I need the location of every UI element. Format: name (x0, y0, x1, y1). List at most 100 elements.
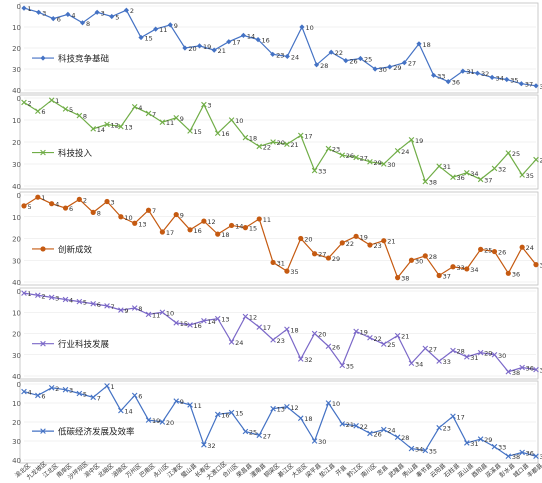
data-point (353, 423, 359, 429)
data-point (408, 360, 415, 367)
data-point (62, 205, 69, 211)
data-point (49, 201, 55, 207)
data-label: 24 (291, 53, 299, 61)
data-label: 37 (443, 272, 451, 280)
data-label: 13 (138, 220, 146, 228)
data-label: 7 (111, 303, 115, 311)
data-label: 32 (540, 262, 542, 270)
data-point (256, 143, 263, 150)
y-tick-label: 40 (12, 279, 21, 287)
data-label: 5 (28, 203, 32, 211)
data-label: 23 (373, 242, 381, 250)
data-point (48, 97, 55, 103)
legend-marker (40, 340, 46, 347)
data-point (214, 130, 221, 136)
data-label: 22 (373, 335, 381, 343)
data-label: 9 (180, 212, 184, 220)
data-point (464, 440, 470, 446)
data-point (298, 235, 304, 242)
data-label: 23 (276, 51, 284, 59)
data-point (145, 417, 152, 423)
data-label: 17 (166, 229, 174, 237)
data-label: 23 (332, 146, 340, 154)
data-label: 31 (470, 354, 478, 362)
data-point (173, 115, 180, 121)
data-point (79, 20, 86, 26)
data-label: 23 (277, 337, 285, 345)
data-point (270, 405, 276, 412)
data-label: 2 (130, 7, 134, 15)
data-point (478, 246, 484, 252)
data-point (422, 345, 429, 352)
y-tick-label: 10 (12, 214, 21, 222)
data-label: 20 (166, 419, 174, 427)
y-tick-label: 30 (12, 438, 21, 446)
data-point (36, 9, 42, 15)
data-label: 17 (304, 132, 312, 140)
data-label: 27 (318, 251, 326, 259)
data-label: 9 (180, 398, 184, 406)
data-point (339, 362, 346, 369)
data-label: 19 (152, 417, 160, 425)
data-label: 29 (484, 350, 492, 358)
data-label: 36 (456, 174, 464, 182)
data-label: 31 (443, 163, 451, 171)
y-tick-label: 20 (12, 419, 21, 427)
data-label: 18 (249, 135, 257, 143)
data-point (145, 207, 152, 213)
data-label: 22 (335, 49, 343, 57)
data-point (367, 159, 373, 165)
data-label: 15 (194, 128, 202, 136)
data-point (256, 216, 262, 222)
data-point (90, 394, 96, 401)
data-label: 10 (305, 24, 313, 32)
data-point (48, 294, 55, 301)
data-label: 4 (55, 201, 59, 209)
data-label: 35 (346, 362, 354, 370)
data-label: 4 (69, 297, 73, 305)
data-label: 26 (349, 58, 357, 66)
data-point (477, 349, 484, 356)
data-point (94, 9, 100, 15)
data-point (416, 41, 422, 47)
data-point (201, 442, 207, 448)
y-tick-label: 20 (12, 331, 21, 339)
data-label: 14 (207, 318, 215, 326)
data-label: 11 (194, 402, 202, 410)
data-point (242, 428, 249, 435)
data-label: 5 (83, 391, 87, 399)
data-point (226, 39, 232, 45)
data-point (256, 324, 263, 330)
data-point (228, 339, 235, 345)
data-point (270, 337, 276, 343)
data-point (270, 51, 276, 57)
data-point (35, 194, 41, 200)
data-point (504, 76, 510, 83)
data-point (445, 79, 451, 85)
data-point (339, 152, 346, 158)
data-label: 29 (373, 159, 381, 167)
data-label: 33 (456, 264, 464, 272)
data-point (477, 436, 484, 442)
data-label: 21 (290, 141, 298, 149)
data-label: 4 (28, 389, 32, 397)
data-label: 14 (247, 32, 255, 40)
data-point (408, 137, 415, 143)
y-tick-label: 40 (12, 457, 21, 465)
data-label: 35 (526, 172, 534, 180)
data-point (173, 211, 179, 218)
panel-frame (19, 191, 539, 286)
data-label: 30 (498, 352, 506, 360)
data-point (118, 214, 124, 220)
data-label: 35 (510, 77, 518, 85)
data-point (159, 119, 166, 125)
data-point (367, 430, 373, 437)
data-label: 13 (277, 406, 285, 414)
series-line (23, 196, 537, 279)
data-label: 18 (304, 415, 312, 423)
data-label: 30 (415, 257, 423, 265)
data-label: 34 (496, 74, 504, 82)
y-tick-label: 40 (12, 87, 21, 95)
data-point (395, 275, 401, 281)
